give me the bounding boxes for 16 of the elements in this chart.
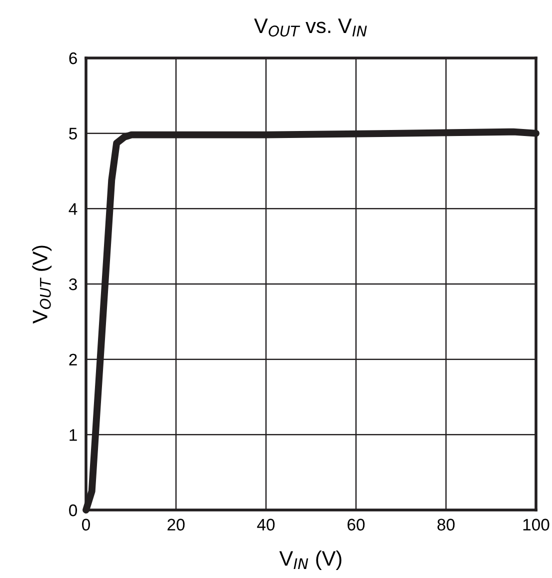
x-tick-label: 20 xyxy=(168,518,185,531)
x-tick-label: 80 xyxy=(437,518,455,531)
x-tick-label: 60 xyxy=(348,518,365,531)
chart-title: V$_{OUT}$ vs. V$_{IN}$ xyxy=(254,18,367,37)
y-tick-label: 5 xyxy=(69,128,77,140)
y-tick-label: 4 xyxy=(68,203,78,215)
x-tick-label: 40 xyxy=(257,518,275,531)
y-tick-label: 1 xyxy=(70,429,77,441)
x-tick-label: 100 xyxy=(523,518,550,531)
x-axis-title: V$_{IN}$ (V) xyxy=(279,550,342,570)
y-tick-label: 2 xyxy=(69,354,77,366)
y-tick-label: 3 xyxy=(69,278,77,290)
y-tick-label: 6 xyxy=(69,52,77,64)
x-tick-label: 0 xyxy=(82,518,90,531)
y-tick-label: 0 xyxy=(69,504,78,516)
y-axis-title: V$_{OUT}$ (V) xyxy=(32,246,52,324)
